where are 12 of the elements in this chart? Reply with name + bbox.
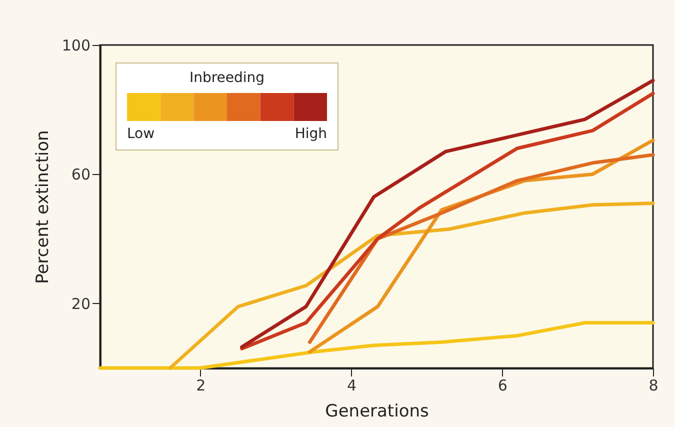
x-tick-label: 6 xyxy=(498,376,508,394)
x-tick-label: 2 xyxy=(196,376,206,394)
x-axis-title: Generations xyxy=(325,402,429,422)
y-tick-label: 60 xyxy=(71,166,90,184)
y-tick-label: 20 xyxy=(71,294,90,313)
legend-title: Inbreeding xyxy=(189,70,265,86)
y-axis-title: Percent extinction xyxy=(32,130,53,284)
y-tick-label: 100 xyxy=(62,36,90,54)
x-tick-label: 8 xyxy=(648,376,658,394)
x-tick-label: 4 xyxy=(346,376,356,394)
legend-label: High xyxy=(294,126,327,142)
legend-label: Low xyxy=(127,126,155,142)
